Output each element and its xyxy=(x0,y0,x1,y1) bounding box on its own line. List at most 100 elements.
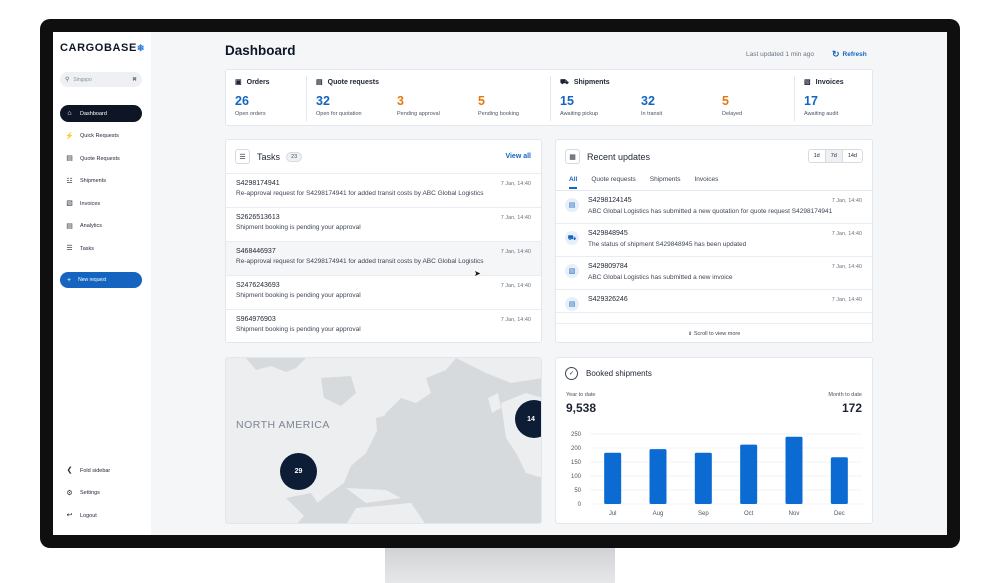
task-date: 7 Jan, 14:40 xyxy=(500,181,531,187)
mtd-value: 172 xyxy=(841,401,862,415)
scroll-to-view-more[interactable]: ↡ Scroll to view more xyxy=(556,323,872,343)
shipment-map[interactable]: NORTH AMERICA 29 14 xyxy=(225,357,542,524)
sidebar-item-quote-requests[interactable]: ▤ Quote Requests xyxy=(60,150,142,167)
stat-label: Awaiting audit xyxy=(804,111,839,117)
new-request-button[interactable]: + New request xyxy=(60,272,142,288)
update-text: The status of shipment S429848945 has be… xyxy=(588,241,747,248)
sidebar-item-label: Shipments xyxy=(80,178,106,184)
sidebar-item-quick-requests[interactable]: ⚡ Quick Requests xyxy=(60,128,142,145)
monitor-frame: CARGOBASE❄ ⚲ Singapo ✖ ⌂ Dashboard ⚡ Quick… xyxy=(40,19,960,548)
y-tick-label: 100 xyxy=(571,474,582,480)
update-item[interactable]: ▤ S4298124145 ABC Global Logistics has sub… xyxy=(556,191,872,224)
task-id: S4298174941 xyxy=(236,180,280,187)
recent-updates-title: Recent updates xyxy=(587,151,651,162)
quote-requests-group: ▤ Quote requests 32 Open for quotation 3 Pe… xyxy=(307,70,550,127)
sidebar-item-settings[interactable]: ⚙ Settings xyxy=(60,485,142,502)
range-7d-button[interactable]: 7d xyxy=(824,150,842,162)
new-request-label: New request xyxy=(78,277,107,283)
check-circle-icon: ✓ xyxy=(565,367,578,380)
document-icon: ▤ xyxy=(316,79,323,86)
sidebar-item-tasks[interactable]: ☰ Tasks xyxy=(60,240,142,257)
sidebar-item-label: Tasks xyxy=(80,245,95,252)
bolt-icon: ⚡ xyxy=(65,132,74,140)
stat-label: Awaiting pickup xyxy=(560,111,599,117)
stat-label: Open for quotation xyxy=(316,111,362,117)
sidebar-item-invoices[interactable]: ▧ Invoices xyxy=(60,195,142,212)
refresh-button[interactable]: ↻ Refresh xyxy=(832,49,867,60)
divider xyxy=(550,76,551,121)
bar-nov[interactable] xyxy=(785,436,803,504)
task-row[interactable]: S964976903 Shipment booking is pending yo… xyxy=(226,309,541,343)
sidebar-item-label: Invoices xyxy=(80,200,101,207)
map-cluster-marker[interactable]: 14 xyxy=(515,400,541,438)
page-title: Dashboard xyxy=(225,43,296,58)
tab-shipments[interactable]: Shipments xyxy=(649,176,681,183)
update-text: ABC Global Logistics has submitted a new… xyxy=(588,274,733,281)
sidebar-item-dashboard[interactable]: ⌂ Dashboard xyxy=(60,105,142,122)
logout-button[interactable]: ↩ Logout xyxy=(60,507,142,524)
update-id: S429848945 xyxy=(588,230,628,237)
tab-invoices[interactable]: Invoices xyxy=(694,176,719,183)
x-tick-label: Dec xyxy=(834,511,845,517)
task-row[interactable]: S2626513613 Shipment booking is pending y… xyxy=(226,207,541,241)
shipments-group: ⛟ Shipments 15 Awaiting pickup 32 In transi… xyxy=(551,70,794,127)
clear-search-icon[interactable]: ✖ xyxy=(131,77,137,83)
task-date: 7 Jan, 14:40 xyxy=(500,215,531,221)
sidebar-item-shipments[interactable]: ☳ Shipments xyxy=(60,173,142,190)
invoice-icon: ▧ xyxy=(804,79,811,86)
bar-dec[interactable] xyxy=(830,457,848,504)
stat-awaiting-audit[interactable]: 17 Awaiting audit xyxy=(804,94,838,117)
range-1d-button[interactable]: 1d xyxy=(808,150,825,162)
bar-sep[interactable] xyxy=(694,452,712,504)
search-icon: ⚲ xyxy=(65,77,70,83)
document-icon: ▤ xyxy=(565,198,579,212)
task-row[interactable]: S4298174941 Re-approval request for S4298… xyxy=(226,173,541,207)
tab-all[interactable]: All xyxy=(569,176,578,189)
sidebar-item-analytics[interactable]: ▤ Analytics xyxy=(60,218,142,235)
range-14d-button[interactable]: 14d xyxy=(841,150,862,162)
truck-icon: ⛟ xyxy=(565,231,579,245)
stat-label: Pending booking xyxy=(478,111,519,117)
sidebar-item-label: Logout xyxy=(80,512,97,519)
fold-icon: ❮ xyxy=(66,467,73,474)
stat-open-for-quotation[interactable]: 32 Open for quotation xyxy=(316,94,362,117)
stat-awaiting-pickup[interactable]: 15 Awaiting pickup xyxy=(560,94,598,117)
task-desc: Re-approval request for S4298174941 for … xyxy=(236,190,484,197)
task-desc: Shipment booking is pending your approva… xyxy=(236,292,361,299)
update-item[interactable]: ▤ S429326246 7 Jan, 14:40 xyxy=(556,290,872,313)
invoices-group: ▧ Invoices 17 Awaiting audit xyxy=(795,70,873,127)
update-item[interactable]: ▧ S429809784 ABC Global Logistics has subm… xyxy=(556,257,872,290)
update-id: S429809784 xyxy=(588,263,628,270)
orders-group: ▣ Orders 26 Open orders xyxy=(226,70,306,127)
monitor-stand xyxy=(385,545,615,583)
logo-mark-icon: ❄ xyxy=(136,43,146,53)
stat-pending-booking[interactable]: 5 Pending booking xyxy=(478,94,519,117)
sidebar-item-label: Analytics xyxy=(80,223,103,229)
recent-updates-panel: ▦ Recent updates 1d 7d 14d All Quote req… xyxy=(555,139,873,343)
tab-quote-requests[interactable]: Quote requests xyxy=(591,176,636,183)
search-input[interactable]: ⚲ Singapo ✖ xyxy=(60,72,142,87)
map-cluster-marker[interactable]: 29 xyxy=(280,453,317,490)
divider xyxy=(794,76,795,121)
task-row[interactable]: S468446937 Re-approval request for S42981… xyxy=(226,241,541,275)
bar-oct[interactable] xyxy=(740,444,758,504)
shipments-heading: ⛟ Shipments xyxy=(560,79,610,86)
sidebar-item-label: Dashboard xyxy=(80,110,107,117)
task-row[interactable]: S2476243693 Shipment booking is pending y… xyxy=(226,275,541,309)
y-tick-label: 50 xyxy=(574,488,581,494)
view-all-link[interactable]: View all xyxy=(505,153,531,160)
tasks-panel: ☰ Tasks 23 View all S4298174941 Re-approv… xyxy=(225,139,542,343)
bar-jul[interactable] xyxy=(604,452,622,504)
tasks-heading: ☰ Tasks 23 xyxy=(235,149,303,164)
stat-open-orders[interactable]: 26 Open orders xyxy=(235,94,266,117)
recent-updates-heading: ▦ Recent updates xyxy=(565,149,650,164)
booked-shipments-panel: ✓ Booked shipments Year to date 9,538 Mon… xyxy=(555,357,873,524)
fold-sidebar-button[interactable]: ❮ Fold sidebar xyxy=(60,462,142,479)
stat-delayed[interactable]: 5 Delayed xyxy=(722,94,742,117)
update-date: 7 Jan, 14:40 xyxy=(831,297,862,303)
stat-in-transit[interactable]: 32 In transit xyxy=(641,94,662,117)
stat-pending-approval[interactable]: 3 Pending approval xyxy=(397,94,440,117)
bar-aug[interactable] xyxy=(649,449,667,504)
sidebar-item-label: Settings xyxy=(80,490,100,496)
update-item[interactable]: ⛟ S429848945 The status of shipment S42984… xyxy=(556,224,872,257)
